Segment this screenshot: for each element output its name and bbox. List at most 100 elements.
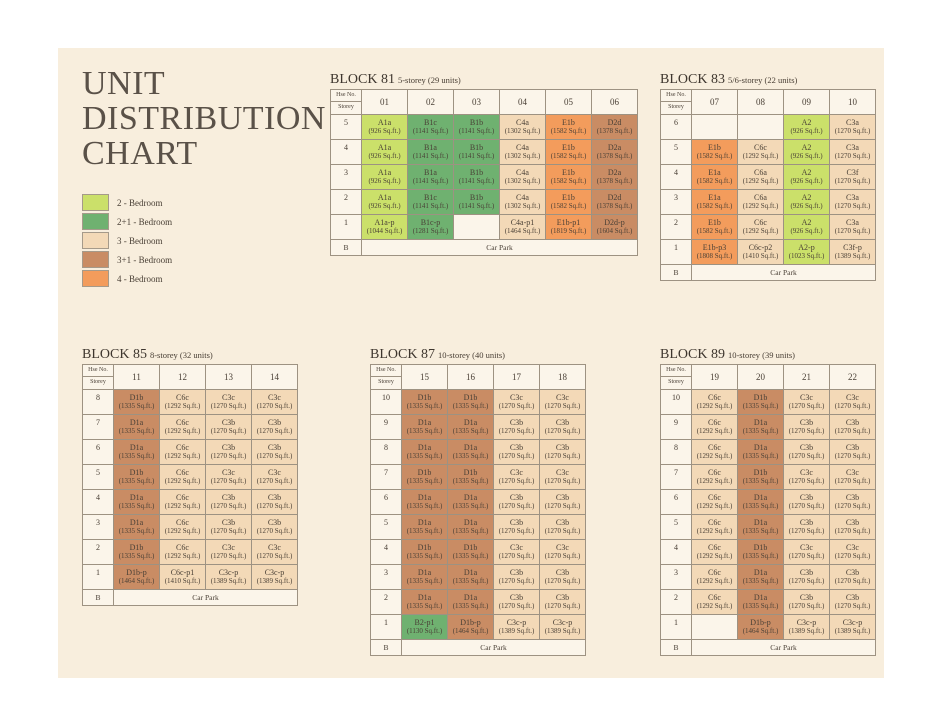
unit-area: (1270 Sq.ft.) [256, 552, 293, 560]
storey-row: 1 B2-p1 (1130 Sq.ft.) D1b-p (1464 Sq.ft.) C3c… [370, 614, 586, 640]
unit-area: (1292 Sq.ft.) [742, 152, 779, 160]
unit-type-code: C4a-p1 [510, 218, 535, 227]
block-name: BLOCK 87 [370, 347, 435, 362]
unit-area: (1389 Sq.ft.) [834, 627, 871, 635]
unit-type-code: C3c-p [506, 618, 527, 627]
unit-area: (1292 Sq.ft.) [164, 527, 201, 535]
unit-cell: D1a (1335 Sq.ft.) [447, 589, 494, 615]
unit-type-code: C6c [176, 543, 189, 552]
storey-row: 6 A2 (926 Sq.ft.) C3a (1270 Sq.ft.) [660, 114, 876, 140]
unit-cell: B1c-p (1281 Sq.ft.) [407, 214, 454, 240]
house-number: 01 [361, 89, 408, 115]
unit-type-code: D1b [753, 393, 768, 402]
unit-area: (926 Sq.ft.) [790, 227, 823, 235]
unit-type-code: E1b [562, 193, 575, 202]
unit-area: (1270 Sq.ft.) [788, 502, 825, 510]
unit-type-code: C3b [799, 493, 814, 502]
title-line: DISTRIBUTION [82, 100, 326, 137]
unit-area: (1270 Sq.ft.) [544, 452, 581, 460]
unit-type-code: C3b [555, 568, 570, 577]
house-number: 12 [159, 364, 206, 390]
unit-type-code: D1b [463, 393, 478, 402]
unit-area: (1270 Sq.ft.) [498, 502, 535, 510]
unit-area: (1302 Sq.ft.) [504, 127, 541, 135]
unit-type-code: D1b [417, 468, 432, 477]
unit-type-code: E1b [708, 218, 721, 227]
unit-area: (1270 Sq.ft.) [210, 427, 247, 435]
unit-cell: B2-p1 (1130 Sq.ft.) [401, 614, 448, 640]
unit-cell: D1a (1335 Sq.ft.) [401, 564, 448, 590]
unit-type-code: C3c [556, 543, 569, 552]
unit-area: (1292 Sq.ft.) [164, 502, 201, 510]
unit-area: (1270 Sq.ft.) [834, 227, 871, 235]
unit-area: (1270 Sq.ft.) [834, 152, 871, 160]
unit-area: (1335 Sq.ft.) [742, 502, 779, 510]
unit-type-code: C3c [800, 543, 813, 552]
unit-type-code: C4a [516, 168, 529, 177]
unit-type-code: D1a [129, 518, 144, 527]
storey-number: 3 [660, 189, 692, 215]
unit-cell: C6c (1292 Sq.ft.) [159, 439, 206, 465]
unit-type-code: C3c-p [842, 618, 863, 627]
storey-number: 2 [660, 589, 692, 615]
unit-area: (1335 Sq.ft.) [406, 577, 443, 585]
unit-cell: C3c (1270 Sq.ft.) [205, 389, 252, 415]
storey-number: 1 [330, 214, 362, 240]
unit-type-code: C3a [846, 118, 859, 127]
house-number: 21 [783, 364, 830, 390]
unit-cell: C3f-p (1389 Sq.ft.) [829, 239, 876, 265]
storey-row: 6 D1a (1335 Sq.ft.) C6c (1292 Sq.ft.) C3b (127… [82, 439, 298, 465]
unit-cell: C3b (1270 Sq.ft.) [205, 514, 252, 540]
unit-area: (1335 Sq.ft.) [406, 477, 443, 485]
unit-cell: C3c (1270 Sq.ft.) [539, 464, 586, 490]
unit-cell: C3b (1270 Sq.ft.) [205, 414, 252, 440]
storey-number: 4 [370, 539, 402, 565]
block-title: BLOCK 85 8-storey (32 units) [82, 346, 298, 364]
unit-type-code: A2 [801, 168, 812, 177]
block-subtitle: 10-storey (40 units) [437, 350, 505, 360]
unit-cell: A1a (926 Sq.ft.) [361, 164, 408, 190]
unit-area: (1270 Sq.ft.) [256, 527, 293, 535]
unit-type-code: D1a [463, 443, 478, 452]
unit-type-code: C6c [708, 518, 721, 527]
unit-cell: C6c (1292 Sq.ft.) [691, 564, 738, 590]
unit-cell: C3b (1270 Sq.ft.) [205, 439, 252, 465]
header-label-cell: Hse No. Storey [82, 364, 114, 390]
unit-type-code: D1a [753, 493, 768, 502]
unit-cell: D1a (1335 Sq.ft.) [113, 439, 160, 465]
unit-type-code: C3b [845, 568, 860, 577]
unit-type-code: C4a [516, 143, 529, 152]
unit-type-code: C3c [510, 543, 523, 552]
unit-type-code: C3a [846, 193, 859, 202]
unit-type-code: D1a [753, 418, 768, 427]
unit-area: (1270 Sq.ft.) [834, 402, 871, 410]
unit-area: (1335 Sq.ft.) [452, 577, 489, 585]
unit-type-code: C3c-p [218, 568, 239, 577]
unit-type-code: C3c [800, 468, 813, 477]
legend-label: 4 - Bedroom [117, 273, 163, 284]
legend-swatch [82, 232, 109, 249]
house-number: 09 [783, 89, 830, 115]
unit-area: (1292 Sq.ft.) [164, 477, 201, 485]
unit-type-code: C4a [516, 193, 529, 202]
unit-cell: C6c (1292 Sq.ft.) [737, 139, 784, 165]
unit-type-code: C3b [555, 493, 570, 502]
unit-cell: C3b (1270 Sq.ft.) [251, 514, 298, 540]
unit-area: (1270 Sq.ft.) [788, 427, 825, 435]
unit-area: (1302 Sq.ft.) [504, 177, 541, 185]
unit-type-code: C3b [221, 443, 236, 452]
unit-area: (1582 Sq.ft.) [696, 152, 733, 160]
unit-cell: C3b (1270 Sq.ft.) [493, 489, 540, 515]
unit-cell: D2d-p (1604 Sq.ft.) [591, 214, 638, 240]
storey-number: 6 [82, 439, 114, 465]
unit-cell: C3b (1270 Sq.ft.) [829, 414, 876, 440]
storey-row: 4 A1a (926 Sq.ft.) B1a (1141 Sq.ft.) B1b (1141… [330, 139, 638, 165]
storey-number: 6 [370, 489, 402, 515]
unit-type-code: C6c [708, 418, 721, 427]
unit-area: (1270 Sq.ft.) [834, 452, 871, 460]
unit-type-code: D2d [607, 118, 622, 127]
block-title: BLOCK 81 5-storey (29 units) [330, 71, 638, 89]
unit-area: (1378 Sq.ft.) [596, 202, 633, 210]
unit-area: (1335 Sq.ft.) [742, 452, 779, 460]
unit-area: (1335 Sq.ft.) [742, 577, 779, 585]
